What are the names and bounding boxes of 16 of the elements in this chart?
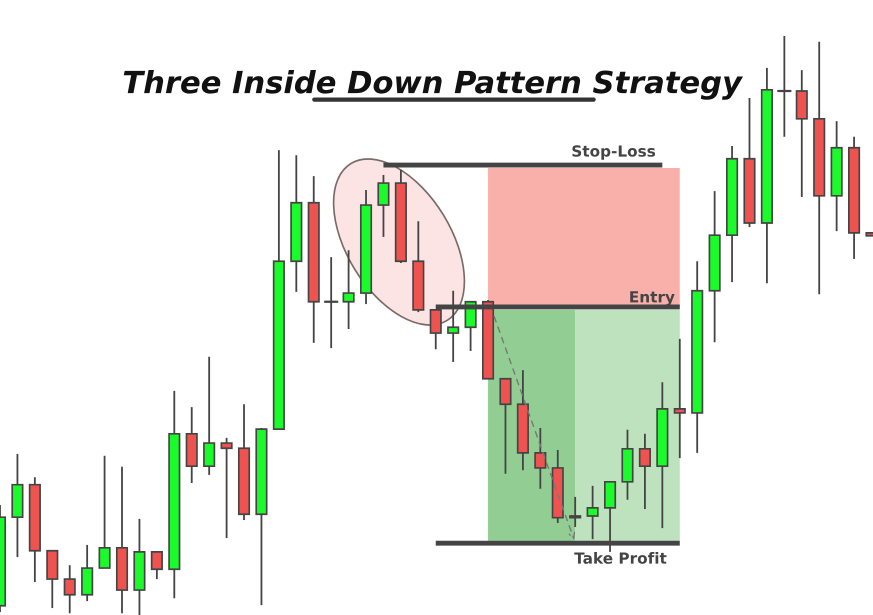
candlestick — [98, 454, 111, 570]
candlestick — [674, 338, 686, 459]
ref-line-label: Take Profit — [574, 552, 666, 564]
ref-line-label: Entry — [630, 291, 675, 306]
candlestick — [203, 356, 216, 476]
candlestick — [64, 564, 76, 614]
candlestick — [569, 496, 582, 528]
candlestick — [342, 249, 355, 330]
candlestick — [638, 432, 651, 510]
candlestick — [586, 484, 599, 540]
candlestick — [220, 436, 233, 539]
candlestick — [534, 427, 546, 490]
text: Three Inside Down Pattern Strategy — [124, 70, 744, 100]
candlestick — [377, 174, 390, 238]
candlestick — [150, 550, 163, 580]
ref-line-label: Stop-Loss — [572, 145, 656, 160]
